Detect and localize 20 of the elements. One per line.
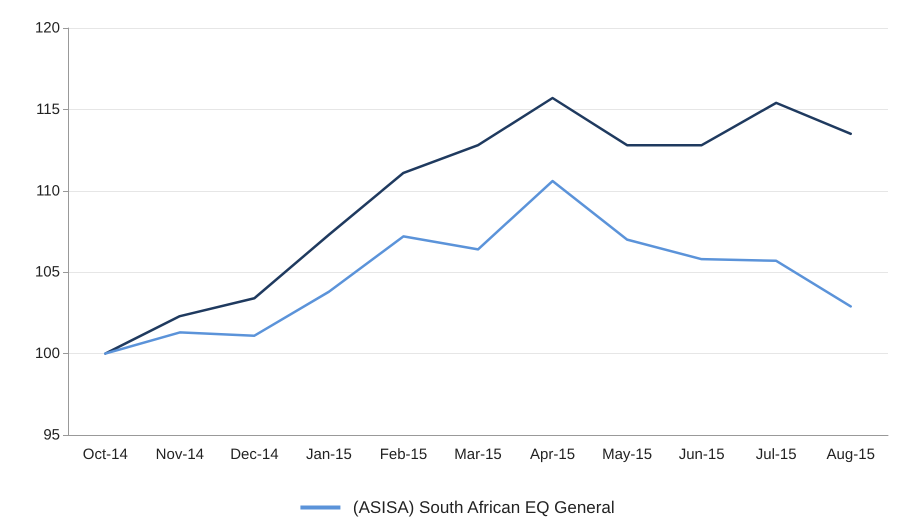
y-tick-label: 105 [34, 264, 60, 281]
x-tick-label: May-15 [602, 446, 652, 463]
x-tick-label: Nov-14 [156, 446, 204, 463]
x-tick-label: Mar-15 [454, 446, 502, 463]
y-tick-label: 100 [34, 345, 60, 362]
legend-label: (ASISA) South African EQ General [352, 498, 615, 517]
y-tick-label: 95 [43, 426, 60, 444]
y-tick-label: 120 [34, 20, 60, 36]
x-tick-label: Dec-14 [230, 446, 279, 463]
y-tick-label: 115 [36, 100, 60, 118]
y-tick-label: 110 [36, 182, 60, 200]
line-series [104, 96, 852, 355]
x-tick-label: Jun-15 [678, 446, 725, 463]
x-tick-label: Jul-15 [756, 446, 797, 463]
x-tick-label: Jan-15 [306, 446, 352, 463]
x-tick-label: Oct-14 [82, 446, 128, 463]
x-tick-label: Apr-15 [530, 446, 576, 463]
line-series [104, 180, 852, 355]
x-tick-label: Feb-15 [380, 446, 428, 463]
x-tick-label: Aug-15 [826, 446, 875, 463]
